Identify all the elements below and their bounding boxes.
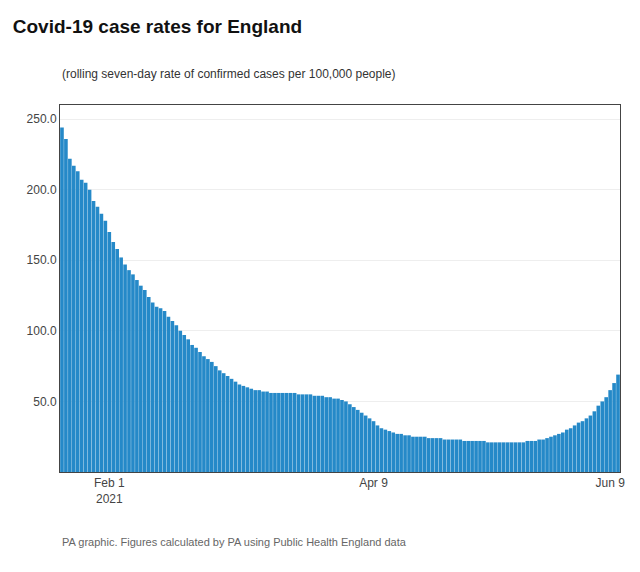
- svg-text:(rolling seven-day rate of con: (rolling seven-day rate of confirmed cas…: [62, 67, 396, 81]
- svg-text:150.0: 150.0: [27, 253, 57, 267]
- svg-text:Feb 12021: Feb 12021: [94, 476, 125, 506]
- svg-text:PA graphic. Figures calculated: PA graphic. Figures calculated by PA usi…: [62, 536, 407, 548]
- svg-text:50.0: 50.0: [33, 395, 57, 409]
- svg-text:Covid-19 case rates for Englan: Covid-19 case rates for England: [13, 16, 302, 37]
- svg-text:250.0: 250.0: [27, 112, 57, 126]
- svg-text:200.0: 200.0: [27, 183, 57, 197]
- svg-text:Apr 9: Apr 9: [359, 476, 388, 490]
- svg-text:100.0: 100.0: [27, 324, 57, 338]
- svg-text:Jun 9: Jun 9: [595, 476, 625, 490]
